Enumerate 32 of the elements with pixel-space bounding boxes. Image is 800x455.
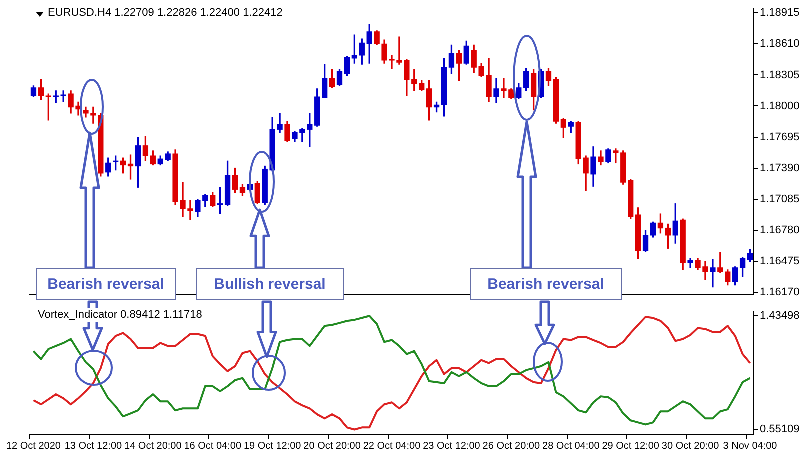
candlestick [688,258,694,268]
y-tick-label: 1.17695 [760,131,800,144]
y-tick-label: 1.18610 [760,38,800,50]
y-tick-label: 1.18305 [760,69,800,82]
x-tick-label: 20 Oct 20:00 [304,440,362,452]
y-tick-label: 1.43498 [760,310,800,322]
x-tick-label: 29 Oct 12:00 [602,440,660,452]
y-tick-label: 1.16170 [760,286,800,298]
x-tick-label: 3 Nov 04:00 [723,440,778,452]
x-tick-label: 28 Oct 04:00 [542,440,600,452]
y-tick-label: 1.17085 [760,193,800,206]
x-tick-label: 16 Oct 04:00 [184,440,242,452]
y-tick-label: 1.18000 [760,100,800,112]
annotation: Bearish reversal [36,268,176,300]
x-tick-label: 19 Oct 12:00 [244,440,302,452]
x-tick-label: 12 Oct 2020 [6,440,62,452]
x-tick-label: 26 Oct 20:00 [482,440,540,452]
candlestick [710,259,716,288]
y-tick-label: 0.55109 [760,424,800,436]
x-tick-label: 14 Oct 20:00 [124,440,182,452]
y-tick-label: 1.16475 [760,255,800,268]
y-tick-label: 1.16780 [760,224,800,236]
annotation: Bearish reversal [470,268,622,300]
y-tick-label: 1.18915 [760,7,800,20]
x-tick-label: 23 Oct 12:00 [423,440,481,452]
annotation: Bullish reversal [196,268,344,300]
y-tick-label: 1.17390 [760,162,800,174]
x-tick-label: 13 Oct 12:00 [64,440,123,452]
chart-title: Vortex_Indicator 0.89412 1.11718 [36,308,204,322]
x-tick-label: 30 Oct 20:00 [662,440,720,452]
chart-title: EURUSD.H4 1.22709 1.22826 1.22400 1.22412 [47,6,284,20]
x-tick-label: 22 Oct 04:00 [363,440,422,452]
